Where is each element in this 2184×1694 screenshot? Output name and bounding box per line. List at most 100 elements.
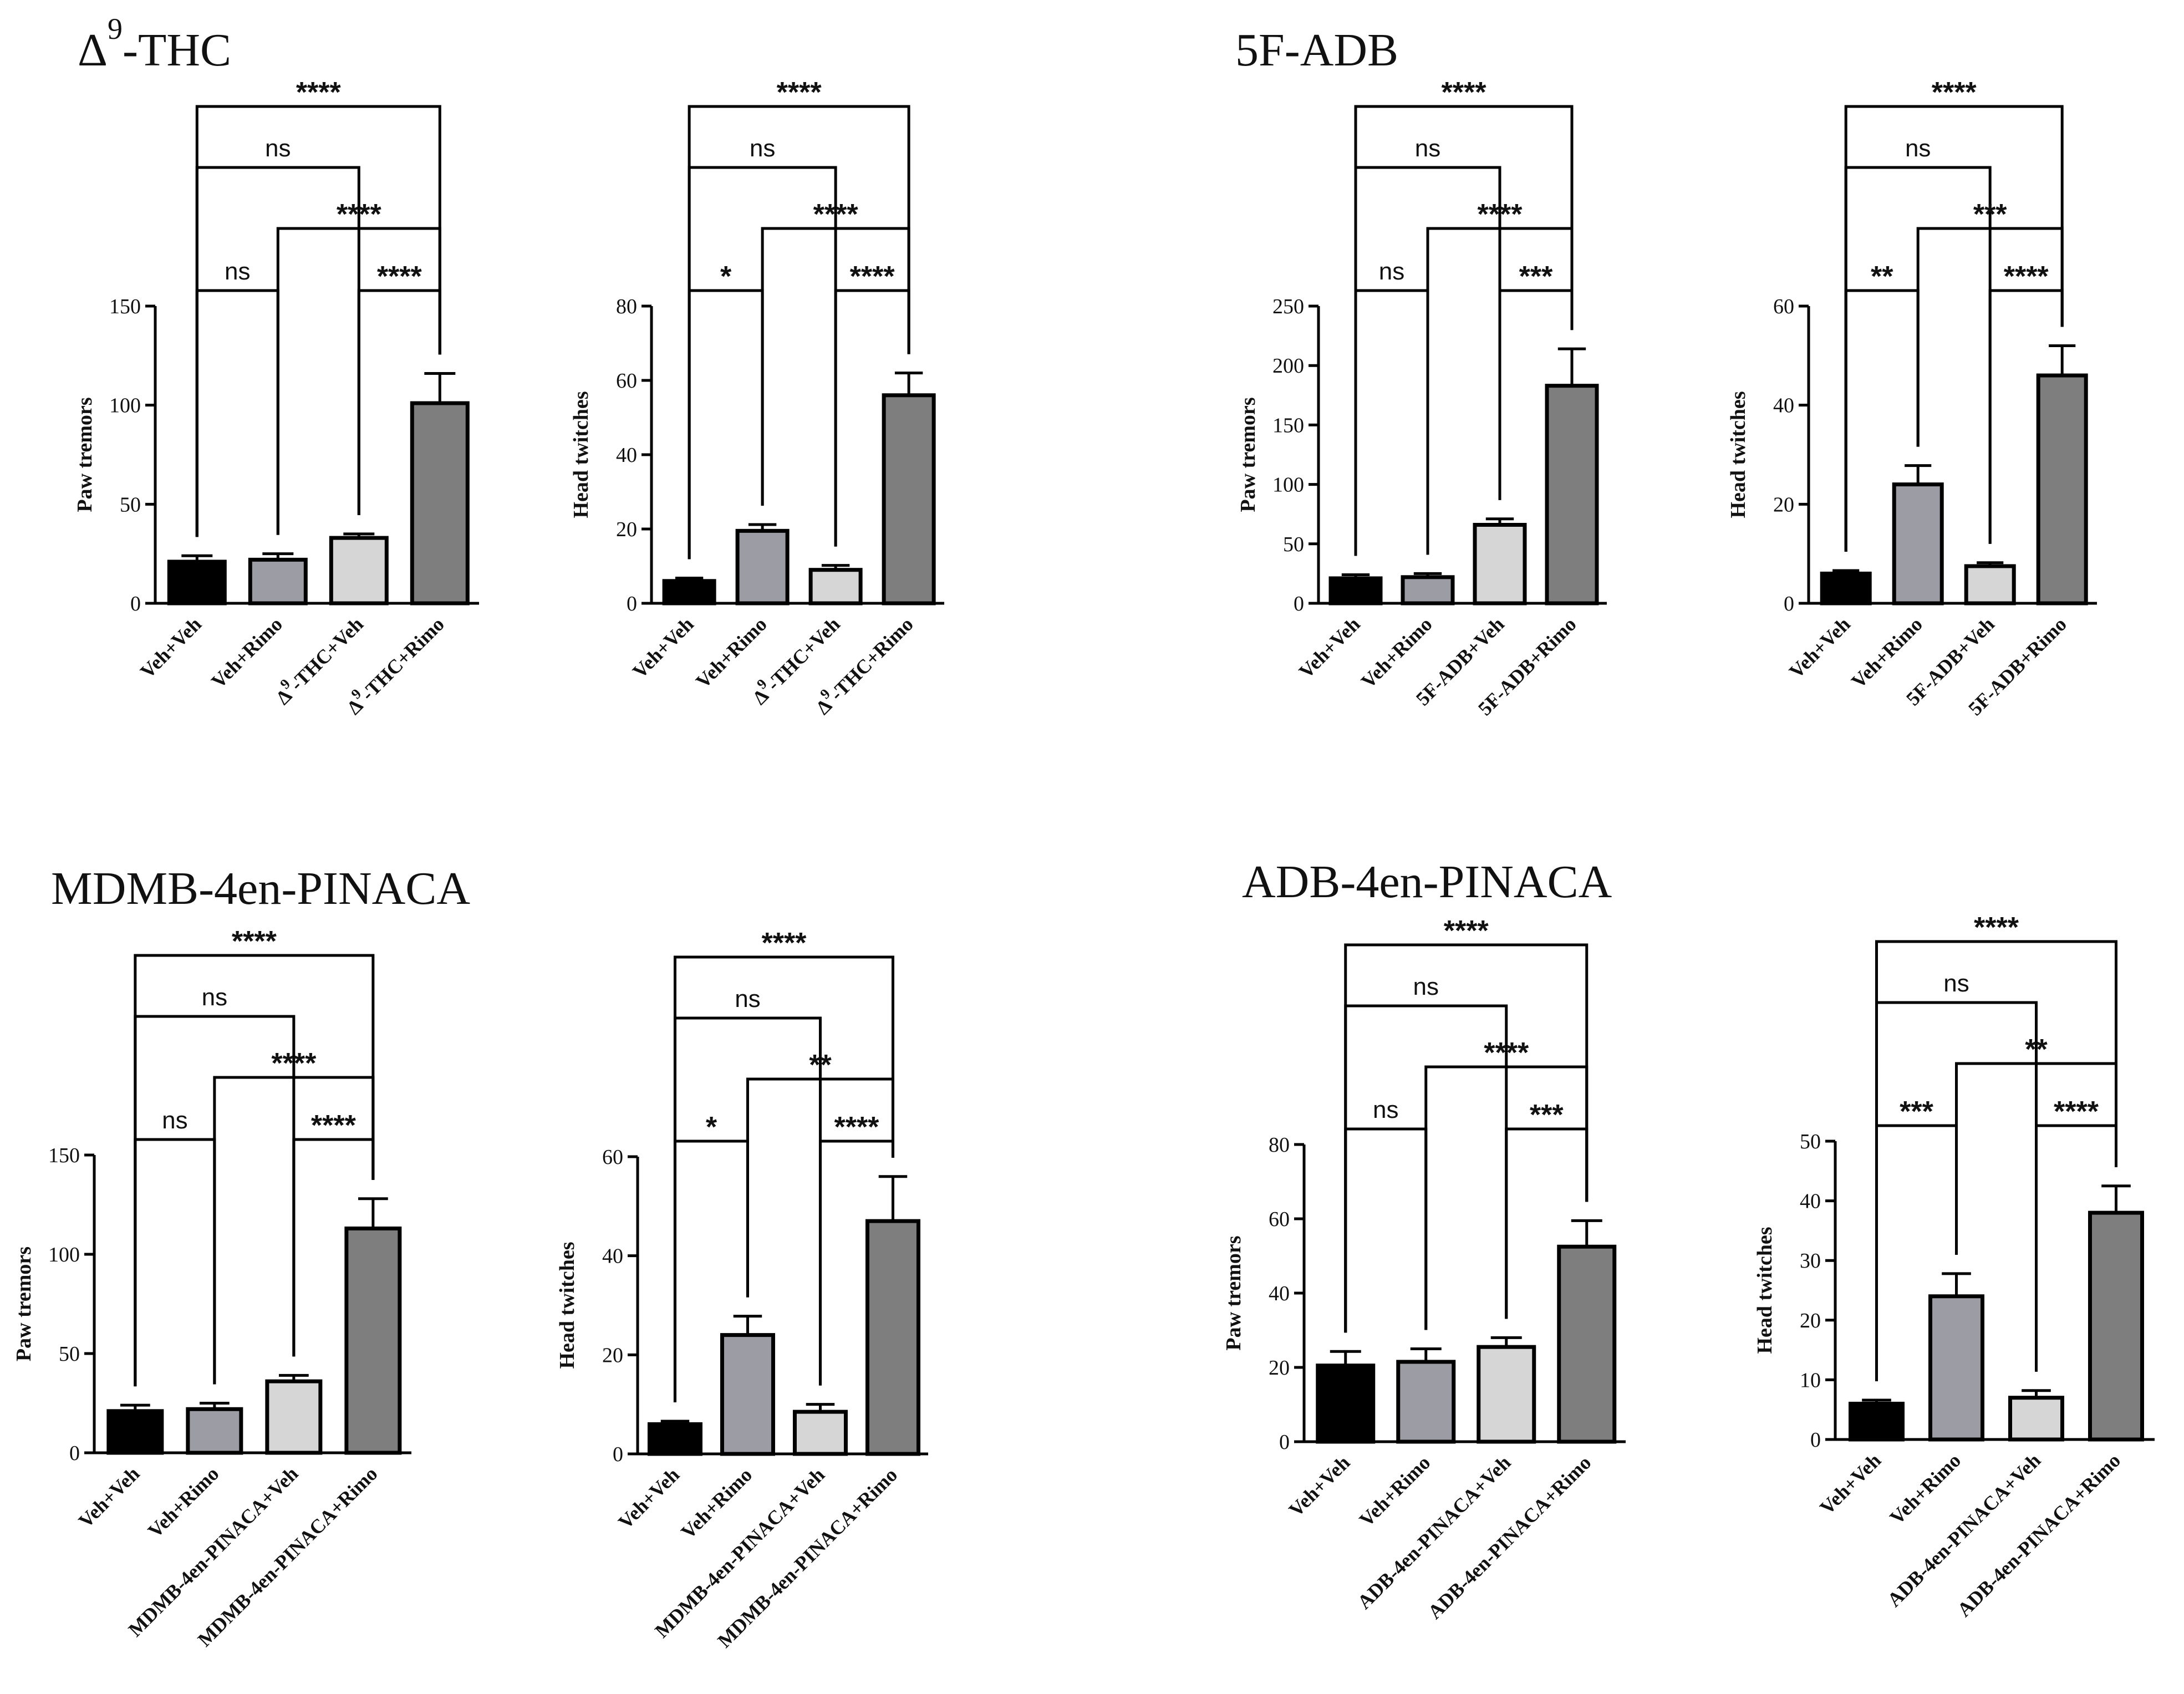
significance-bracket — [1344, 943, 1589, 1333]
significance-label: **** — [1974, 912, 2019, 944]
significance-label: **** — [813, 199, 859, 231]
bar-drug-rimo — [1557, 1244, 1617, 1444]
category-label: ADB-4en-PINACA+Veh — [1883, 1449, 2045, 1611]
bar-drug-veh — [265, 1379, 323, 1455]
category-label: Veh+Veh — [74, 1462, 144, 1532]
significance-label: **** — [271, 1047, 317, 1080]
significance-label: **** — [2004, 261, 2049, 293]
significance-bracket — [673, 955, 894, 1403]
category-label: Veh+Rimo — [1355, 1451, 1435, 1531]
significance-label: ns — [1379, 258, 1404, 285]
bar-veh-rimo — [1928, 1294, 1984, 1442]
significance-label: * — [706, 1111, 717, 1143]
significance-label: ns — [1413, 973, 1439, 1000]
group-title: ADB-4en-PINACA — [1242, 856, 1612, 908]
significance-bracket — [195, 105, 441, 537]
bar-drug-veh — [1964, 564, 2016, 606]
y-tick-label: 20 — [602, 1344, 623, 1367]
y-tick-label: 0 — [613, 1443, 623, 1466]
y-axis-title: Head twitches — [556, 1242, 579, 1369]
category-label: Veh+Rimo — [144, 1462, 223, 1542]
category-label: Veh+Rimo — [207, 613, 287, 693]
significance-label: *** — [1530, 1099, 1564, 1131]
group-title-main: 5F-ADB — [1235, 24, 1398, 76]
bar-veh-rimo — [1892, 482, 1944, 606]
significance-label: *** — [1519, 261, 1553, 293]
bar-veh-veh — [106, 1409, 164, 1455]
category-label-rest: -THC+Rimo — [357, 613, 449, 705]
significance-label: **** — [761, 927, 807, 959]
y-axis-title: Paw tremors — [12, 1247, 35, 1361]
bar-drug-veh — [1477, 1345, 1536, 1444]
y-tick-label: 200 — [1272, 354, 1304, 378]
y-tick-label: 80 — [1269, 1133, 1290, 1157]
significance-label: ** — [1871, 261, 1893, 293]
y-tick-label: 20 — [1269, 1356, 1290, 1380]
significance-bracket — [2035, 1124, 2117, 1372]
significance-label: ns — [1415, 135, 1440, 162]
significance-label: *** — [1973, 199, 2007, 231]
significance-bracket — [1844, 105, 2064, 552]
y-tick-label: 150 — [1272, 414, 1304, 437]
category-label: MDMB-4en-PINACA+Veh — [124, 1462, 303, 1641]
y-tick-label: 0 — [1294, 592, 1304, 615]
y-tick-label: 20 — [1773, 493, 1794, 516]
bar-veh-rimo — [735, 528, 790, 606]
significance-label: **** — [1444, 915, 1489, 947]
y-tick-label: 0 — [1279, 1431, 1290, 1454]
significance-label: **** — [296, 77, 342, 109]
significance-label: **** — [1932, 77, 1977, 109]
bar-drug-veh — [808, 568, 863, 606]
y-axis-title: Paw tremors — [73, 397, 96, 512]
bar-veh-veh — [1849, 1401, 1905, 1442]
significance-label: **** — [2054, 1096, 2099, 1128]
group-title: Δ9-THC — [78, 12, 231, 76]
significance-label: ns — [1373, 1096, 1398, 1123]
y-axis-title: Head twitches — [569, 391, 593, 518]
y-tick-label: 60 — [1773, 295, 1794, 318]
bar-drug-rimo — [410, 401, 470, 606]
y-tick-label: 60 — [602, 1146, 623, 1169]
significance-label: **** — [1442, 77, 1487, 109]
significance-label: ns — [162, 1107, 187, 1134]
category-label: Veh+Rimo — [676, 1463, 756, 1543]
category-label: Veh+Veh — [614, 1463, 684, 1533]
y-axis-title: Head twitches — [1727, 391, 1750, 518]
group-title-main: ADB-4en-PINACA — [1242, 856, 1612, 908]
y-tick-label: 50 — [1800, 1130, 1821, 1153]
category-label: Veh+Veh — [1285, 1451, 1355, 1521]
bar-veh-rimo — [1401, 575, 1455, 606]
y-tick-label: 50 — [59, 1342, 80, 1366]
group-title-rest: -THC — [123, 24, 231, 76]
y-tick-label: 100 — [1272, 474, 1304, 497]
y-tick-label: 150 — [48, 1144, 80, 1167]
category-label: Veh+Veh — [628, 613, 698, 683]
significance-label: *** — [1900, 1096, 1933, 1128]
bar-veh-veh — [167, 559, 227, 606]
group-title-superscript: 9 — [108, 12, 123, 45]
bar-veh-veh — [1328, 576, 1383, 606]
significance-label: ns — [735, 985, 760, 1013]
significance-label: **** — [850, 261, 895, 293]
significance-label: ns — [750, 135, 775, 162]
significance-bracket — [818, 1139, 894, 1386]
group-title: 5F-ADB — [1235, 24, 1398, 76]
significance-label: **** — [1484, 1037, 1529, 1069]
group-title: MDMB-4en-PINACA — [51, 863, 470, 914]
bar-veh-veh — [1820, 571, 1872, 606]
bar-drug-veh — [329, 536, 389, 606]
bar-veh-rimo — [186, 1407, 243, 1455]
y-tick-label: 60 — [1269, 1208, 1290, 1231]
y-axis-title: Paw tremors — [1236, 397, 1260, 512]
significance-bracket — [834, 289, 910, 547]
category-label: Veh+Veh — [1785, 613, 1855, 683]
significance-label: **** — [232, 925, 277, 958]
y-tick-label: 0 — [69, 1442, 80, 1465]
y-tick-label: 0 — [130, 592, 141, 615]
y-tick-label: 100 — [48, 1243, 80, 1266]
